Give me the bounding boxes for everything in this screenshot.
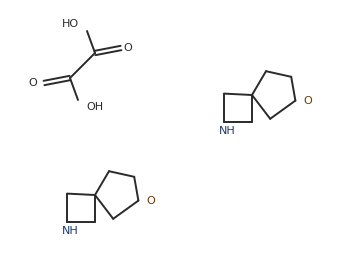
- Text: NH: NH: [62, 225, 79, 235]
- Text: HO: HO: [62, 19, 79, 29]
- Text: O: O: [146, 196, 155, 206]
- Text: O: O: [124, 43, 132, 53]
- Text: O: O: [303, 96, 312, 106]
- Text: NH: NH: [218, 125, 235, 136]
- Text: O: O: [28, 78, 37, 88]
- Text: OH: OH: [86, 102, 103, 112]
